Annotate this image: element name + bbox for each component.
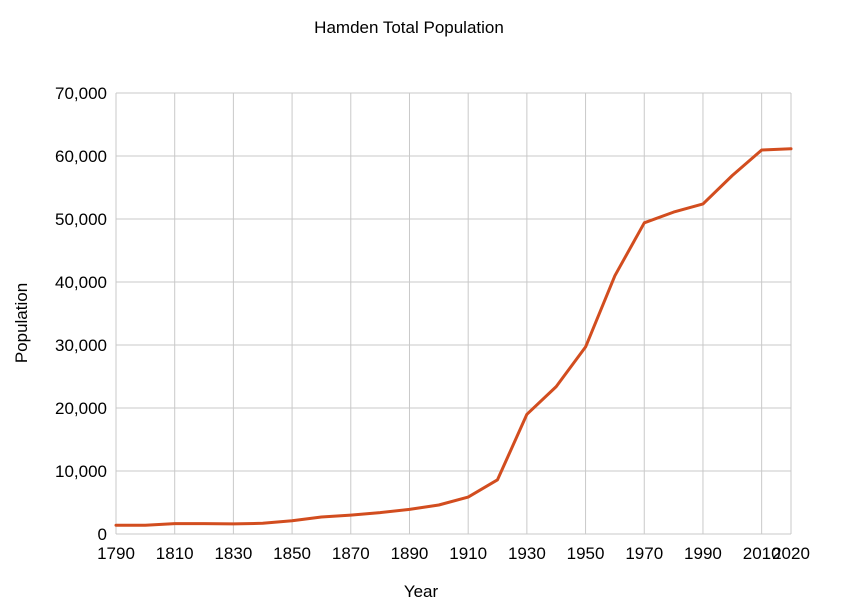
series-layer <box>114 147 793 527</box>
y-axis-ticks: 0 10,000 20,000 30,000 40,000 50,000 60,000 70,… <box>55 84 107 544</box>
y-tick-label: 10,000 <box>55 462 107 481</box>
y-tick-label: 0 <box>98 525 107 544</box>
x-tick-label: 1930 <box>508 544 546 563</box>
grid-lines <box>115 92 792 535</box>
x-tick-label: 2020 <box>772 544 810 563</box>
x-tick-label: 1850 <box>273 544 311 563</box>
x-axis-ticks: 1790 1810 1830 1850 1870 1890 1910 1930 1950 1970… <box>97 544 810 563</box>
y-axis-title: Population <box>12 283 31 363</box>
y-tick-label: 60,000 <box>55 147 107 166</box>
population-line <box>114 147 793 527</box>
y-tick-label: 40,000 <box>55 273 107 292</box>
x-tick-label: 1870 <box>332 544 370 563</box>
x-tick-label: 1790 <box>97 544 135 563</box>
x-tick-label: 1910 <box>449 544 487 563</box>
x-axis-title: Year <box>404 582 439 601</box>
chart-title: Hamden Total Population <box>314 18 504 37</box>
x-tick-label: 2010 <box>743 544 781 563</box>
x-tick-label: 1830 <box>214 544 252 563</box>
x-tick-label: 1990 <box>684 544 722 563</box>
y-tick-label: 70,000 <box>55 84 107 103</box>
y-tick-label: 30,000 <box>55 336 107 355</box>
y-tick-label: 20,000 <box>55 399 107 418</box>
y-tick-label: 50,000 <box>55 210 107 229</box>
x-tick-label: 1810 <box>156 544 194 563</box>
x-tick-label: 1950 <box>567 544 605 563</box>
x-tick-label: 1890 <box>391 544 429 563</box>
x-tick-label: 1970 <box>625 544 663 563</box>
